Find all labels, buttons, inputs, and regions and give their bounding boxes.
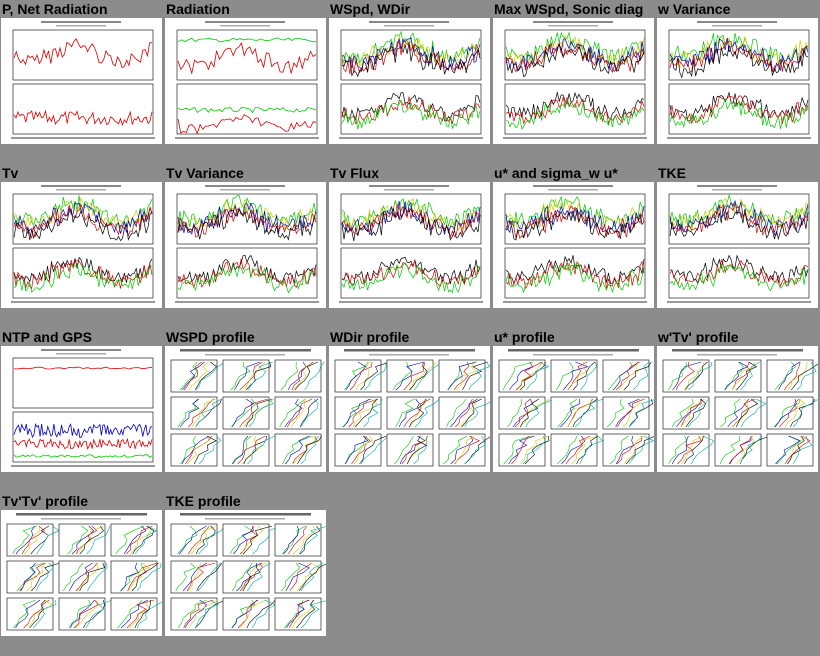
thumbnail-link[interactable]: [657, 346, 818, 472]
thumbnail-cell: u* profile: [492, 328, 656, 492]
tv-variance-plot: [175, 185, 319, 303]
thumbnail-title: Max WSpd, Sonic diag: [494, 1, 644, 17]
ustar-profile-plot: [498, 349, 654, 467]
thumbnail-link[interactable]: [165, 510, 326, 636]
thumbnail-title: Tv Flux: [330, 165, 380, 181]
thumbnail-title: WSPD profile: [166, 329, 255, 345]
thumbnail-title: TKE profile: [166, 493, 241, 509]
thumbnail-link[interactable]: [1, 182, 162, 308]
tv-plot: [11, 185, 155, 303]
thumbnail-title: P, Net Radiation: [2, 1, 108, 17]
thumbnail-cell: Radiation: [164, 0, 328, 164]
thumbnail-cell: w Variance: [656, 0, 820, 164]
thumbnail-title: Tv Variance: [166, 165, 244, 181]
thumbnail-cell: WDir profile: [328, 328, 492, 492]
wtv-profile-plot: [662, 349, 818, 467]
thumbnail-cell: WSpd, WDir: [328, 0, 492, 164]
thumbnail-title: Tv'Tv' profile: [2, 493, 89, 509]
thumbnail-cell: WSPD profile: [164, 328, 328, 492]
thumbnail-link[interactable]: [329, 346, 490, 472]
ustar-plot: [503, 185, 647, 303]
thumbnail-cell: P, Net Radiation: [0, 0, 164, 164]
thumbnail-link[interactable]: [165, 346, 326, 472]
thumbnail-title: NTP and GPS: [2, 329, 92, 345]
thumbnail-cell: Tv Flux: [328, 164, 492, 328]
tke-plot: [667, 185, 811, 303]
thumbnail-title: w Variance: [658, 1, 731, 17]
w-variance-plot: [667, 21, 811, 139]
thumbnail-title: Radiation: [166, 1, 230, 17]
thumbnail-cell: Tv'Tv' profile: [0, 492, 164, 656]
thumbnail-title: u* and sigma_w u*: [494, 165, 618, 181]
thumbnail-cell: Tv Variance: [164, 164, 328, 328]
thumbnail-cell: w'Tv' profile: [656, 328, 820, 492]
thumbnail-title: w'Tv' profile: [658, 329, 739, 345]
thumbnail-link[interactable]: [329, 182, 490, 308]
wspd-profile-plot: [170, 349, 325, 467]
thumbnail-title: WSpd, WDir: [330, 1, 411, 17]
thumbnail-link[interactable]: [657, 182, 818, 308]
thumbnail-cell: TKE profile: [164, 492, 328, 656]
max-wind-plot: [503, 21, 647, 139]
thumbnail-link[interactable]: [1, 18, 162, 144]
pressure-radiation-plot: [11, 21, 155, 139]
thumbnail-cell: Tv: [0, 164, 164, 328]
thumbnail-link[interactable]: [1, 510, 162, 636]
thumbnail-cell: NTP and GPS: [0, 328, 164, 492]
thumbnail-link[interactable]: [165, 18, 326, 144]
wdir-profile-plot: [334, 349, 490, 467]
thumbnail-link[interactable]: [493, 346, 654, 472]
thumbnail-title: WDir profile: [330, 329, 410, 345]
tvtv-profile-plot: [6, 513, 162, 631]
tke-profile-plot: [170, 513, 326, 631]
thumbnail-link[interactable]: [165, 182, 326, 308]
thumbnail-cell: TKE: [656, 164, 820, 328]
thumbnail-link[interactable]: [1, 346, 162, 472]
tv-flux-plot: [339, 185, 483, 303]
thumbnail-link[interactable]: [329, 18, 490, 144]
ntp-gps-plot: [11, 349, 155, 467]
wind-plot: [339, 21, 483, 139]
thumbnail-title: Tv: [2, 165, 19, 181]
radiation-plot: [175, 21, 319, 139]
thumbnail-title: TKE: [658, 165, 686, 181]
thumbnail-cell: u* and sigma_w u*: [492, 164, 656, 328]
thumbnail-link[interactable]: [493, 18, 654, 144]
thumbnail-link[interactable]: [657, 18, 818, 144]
thumbnail-cell: Max WSpd, Sonic diag: [492, 0, 656, 164]
thumbnail-link[interactable]: [493, 182, 654, 308]
thumbnail-title: u* profile: [494, 329, 555, 345]
